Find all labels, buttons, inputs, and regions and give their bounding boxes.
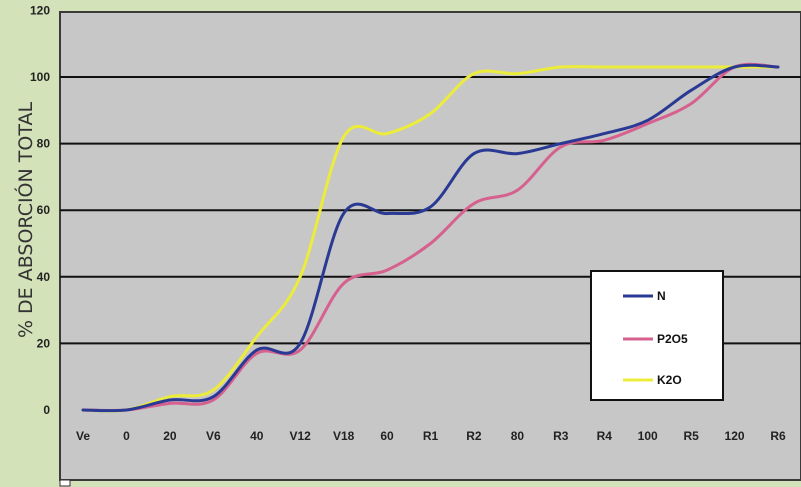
series-line-p2o5 [81, 62, 780, 412]
plot-area [59, 11, 801, 481]
legend-box [590, 270, 724, 401]
y-tick-label: 120 [30, 3, 50, 17]
y-tick-label: 0 [43, 403, 50, 417]
x-tick-label: R3 [553, 429, 569, 443]
legend-label: N [657, 289, 666, 303]
y-tick-label: 20 [37, 336, 51, 350]
series-lines [81, 62, 780, 413]
legend-items: N P2O5 K2O [623, 289, 688, 387]
y-tick-label: 40 [37, 270, 51, 284]
legend: N P2O5 K2O [590, 270, 724, 401]
x-tick-label: Ve [76, 429, 90, 443]
x-tick-label: V12 [290, 429, 312, 443]
x-tick-label: 0 [123, 429, 130, 443]
corner-marker [59, 479, 71, 487]
x-tick-label: 20 [163, 429, 177, 443]
y-tick-label: 80 [37, 137, 51, 151]
y-tick-label: 60 [37, 203, 51, 217]
x-tick-label: R1 [423, 429, 439, 443]
y-axis-ticks: 0 20 40 60 80 100 120 [30, 3, 50, 417]
x-axis-ticks: Ve 0 20 V6 40 V12 V18 60 R1 R2 80 R3 R4 100 R5 120 R6 [76, 429, 786, 443]
legend-label: K2O [657, 373, 682, 387]
x-tick-label: 100 [638, 429, 658, 443]
x-tick-label: R2 [466, 429, 482, 443]
x-tick-label: 40 [250, 429, 264, 443]
y-tick-label: 100 [30, 70, 50, 84]
x-tick-label: V6 [206, 429, 221, 443]
x-tick-label: 120 [725, 429, 745, 443]
legend-label: P2O5 [657, 332, 688, 346]
x-tick-label: R4 [597, 429, 613, 443]
series-line-k2o [81, 65, 780, 413]
x-tick-label: R6 [770, 429, 786, 443]
x-tick-label: V18 [333, 429, 355, 443]
y-axis-label: % DE ABSORCIÓN TOTAL [13, 102, 37, 339]
x-tick-label: 60 [380, 429, 394, 443]
series-line-n [81, 63, 780, 413]
x-tick-label: 80 [511, 429, 525, 443]
x-tick-label: R5 [683, 429, 699, 443]
